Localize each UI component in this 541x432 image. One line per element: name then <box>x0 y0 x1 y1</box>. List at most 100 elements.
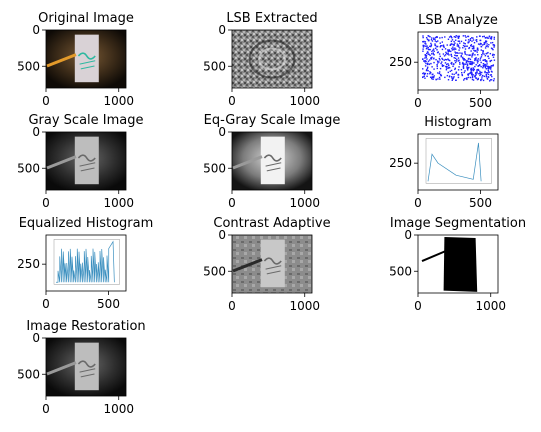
scatter-point <box>448 50 450 52</box>
handwriting-mark <box>79 368 96 373</box>
pencil <box>46 361 77 376</box>
axes-frame <box>45 337 127 397</box>
scatter-point <box>482 67 484 69</box>
scatter-point <box>470 71 472 74</box>
scatter-point <box>479 64 481 67</box>
scatter-point <box>439 55 441 58</box>
scatter-point <box>450 62 452 65</box>
scatter-point <box>442 44 445 46</box>
scatter-point <box>460 68 463 71</box>
scatter-point <box>426 62 429 65</box>
subplot-panel: LSB Analyze 0 500 250 <box>389 13 499 110</box>
scatter-point <box>458 40 461 42</box>
scatter-point <box>481 76 483 78</box>
scatter-point <box>447 52 449 54</box>
scatter-point <box>443 55 446 57</box>
scatter-point <box>471 54 473 57</box>
scatter-point <box>475 39 477 41</box>
scatter-point <box>474 76 476 78</box>
scatter-point <box>477 53 479 56</box>
scatter-point <box>462 67 465 70</box>
scatter-point <box>486 45 488 47</box>
scatter-point <box>476 40 478 43</box>
scatter-point <box>451 61 453 64</box>
scatter-point <box>438 76 441 79</box>
paper-sheet <box>260 136 285 185</box>
handwriting-mark <box>79 60 96 65</box>
scatter-point <box>434 40 437 42</box>
scatter-point <box>493 59 496 61</box>
scatter-point <box>465 77 467 80</box>
scatter-point <box>484 70 486 73</box>
scatter-point <box>461 74 464 77</box>
axes-frame <box>417 31 499 91</box>
scatter-point <box>460 40 463 43</box>
scatter-point <box>477 43 480 45</box>
scatter-point <box>423 75 425 78</box>
scatter-point <box>477 77 479 80</box>
scatter-point <box>453 57 455 59</box>
scatter-point <box>452 46 454 48</box>
paper-sheet <box>260 239 285 288</box>
scatter-point <box>486 43 488 45</box>
scatter-point <box>430 39 433 41</box>
axes-frame <box>231 29 313 89</box>
scatter-point <box>465 36 467 38</box>
scatter-point <box>482 52 484 54</box>
scatter-point <box>441 65 444 67</box>
scatter-point <box>454 61 457 64</box>
scatter-point <box>446 63 448 66</box>
scatter-point <box>437 40 439 42</box>
scatter-point <box>490 36 492 39</box>
scatter-point <box>424 65 427 67</box>
scatter-point <box>424 61 426 63</box>
scatter-point <box>424 54 427 56</box>
scatter-point <box>480 79 482 82</box>
scatter-point <box>459 63 461 65</box>
scatter-point <box>458 35 460 37</box>
scatter-point <box>425 69 428 71</box>
scatter-point <box>479 74 481 77</box>
scatter-point <box>451 37 453 39</box>
x-tick-label: 500 <box>97 297 120 311</box>
scatter-point <box>493 38 495 40</box>
scatter-point <box>463 58 465 60</box>
scatter-point <box>467 74 469 76</box>
scatter-point <box>452 65 454 68</box>
subplot-title: Contrast Adaptive <box>213 216 330 231</box>
x-tick-label: 1000 <box>103 402 134 416</box>
scatter-point <box>484 47 487 49</box>
scatter-point <box>492 79 495 82</box>
scatter-point <box>454 57 457 60</box>
scatter-point <box>442 64 445 67</box>
scatter-point <box>485 45 487 48</box>
scatter-point <box>485 75 488 77</box>
scatter-point <box>468 57 470 60</box>
scatter-point <box>474 65 476 68</box>
scatter-point <box>457 46 460 48</box>
scatter-point <box>462 44 465 47</box>
scatter-point <box>439 42 441 44</box>
scatter-point <box>463 71 465 74</box>
scatter-point <box>444 62 447 64</box>
scatter-point <box>472 39 475 41</box>
scatter-point <box>437 78 439 80</box>
scatter-point <box>492 56 495 58</box>
scatter-point <box>460 55 462 57</box>
scatter-point <box>431 56 433 59</box>
noise-ring <box>248 39 296 79</box>
scatter-point <box>447 50 449 52</box>
scatter-point <box>444 76 446 79</box>
scatter-point <box>442 53 445 55</box>
scatter-point <box>430 44 433 46</box>
scatter-point <box>462 35 465 37</box>
scatter-point <box>492 44 495 46</box>
scatter-point <box>485 40 487 42</box>
axes-frame <box>231 234 313 294</box>
scatter-point <box>441 41 443 43</box>
scatter-point <box>447 49 449 51</box>
handwriting-mark <box>79 162 96 167</box>
scatter-point <box>469 45 472 47</box>
scatter-point <box>445 69 448 71</box>
scatter-point <box>456 45 459 47</box>
